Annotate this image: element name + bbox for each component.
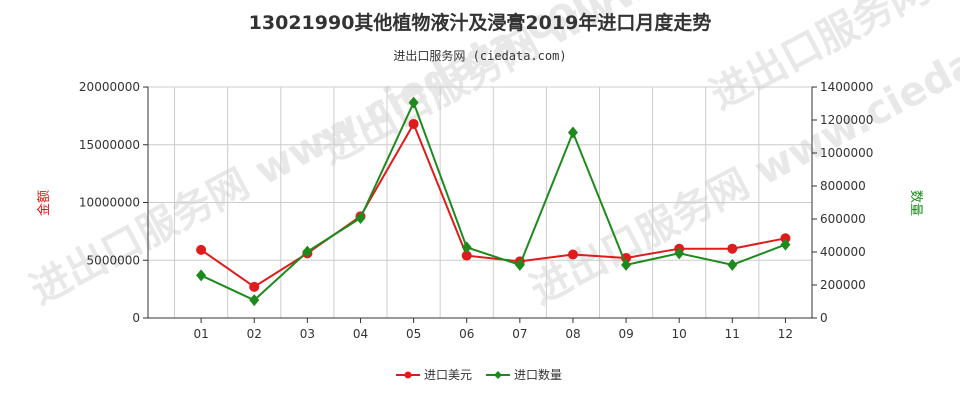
- y-right-tick-label: 600000: [820, 212, 866, 226]
- x-tick-label: 12: [778, 327, 793, 341]
- series-2-point: [302, 245, 313, 258]
- series-2-point: [514, 258, 525, 271]
- x-tick-label: 07: [512, 327, 527, 341]
- series-2-point: [249, 294, 260, 307]
- series-2-point: [621, 258, 632, 271]
- series-2-point: [196, 269, 207, 282]
- y-right-tick-label: 1000000: [820, 146, 873, 160]
- x-tick-label: 09: [618, 327, 633, 341]
- series-1-point: [567, 249, 578, 260]
- y-right-tick-label: 400000: [820, 245, 866, 259]
- series-1-point: [727, 243, 738, 254]
- series-2-point: [408, 96, 419, 109]
- legend-label-1: 进口美元: [424, 368, 472, 382]
- x-tick-label: 05: [406, 327, 421, 341]
- y-right-tick-label: 1200000: [820, 113, 873, 127]
- legend-marker-2: [494, 371, 502, 379]
- legend-marker-1: [404, 371, 412, 379]
- series-2-point: [780, 238, 791, 251]
- y-right-tick-label: 800000: [820, 179, 866, 193]
- y-right-tick-label: 0: [820, 311, 828, 325]
- y-left-axis-label: 金额: [36, 190, 52, 216]
- series-1-point: [249, 281, 260, 292]
- x-tick-label: 04: [353, 327, 368, 341]
- x-tick-label: 06: [459, 327, 474, 341]
- series-line-2: [200, 100, 786, 302]
- x-tick-label: 03: [300, 327, 315, 341]
- y-left-tick-label: 0: [132, 311, 140, 325]
- series-2-point: [674, 247, 685, 260]
- y-left-tick-label: 10000000: [79, 196, 140, 210]
- chart-title: 13021990其他植物液汁及浸膏2019年进口月度走势: [248, 12, 712, 34]
- x-tick-label: 11: [725, 327, 740, 341]
- series-1-point: [408, 118, 419, 129]
- series-1-point: [196, 244, 207, 255]
- y-right-tick-label: 200000: [820, 278, 866, 292]
- y-right-tick-label: 1400000: [820, 80, 873, 94]
- series-2-point: [567, 126, 578, 139]
- x-tick-label: 10: [672, 327, 687, 341]
- chart-subtitle: 进出口服务网 (ciedata.com): [393, 49, 567, 63]
- y-left-tick-label: 5000000: [87, 253, 140, 267]
- series-1-point: [780, 233, 791, 244]
- series-2-point: [727, 258, 738, 271]
- series-2-point: [461, 241, 472, 254]
- series-2-point: [355, 212, 366, 225]
- series-1-point: [461, 250, 472, 261]
- x-tick-label: 08: [565, 327, 580, 341]
- legend-label-2: 进口数量: [514, 367, 562, 382]
- y-right-axis-label: 数量: [908, 190, 923, 216]
- y-left-tick-label: 15000000: [79, 138, 140, 152]
- y-left-tick-label: 20000000: [79, 80, 140, 94]
- x-tick-label: 02: [247, 327, 262, 341]
- x-tick-label: 01: [193, 327, 208, 341]
